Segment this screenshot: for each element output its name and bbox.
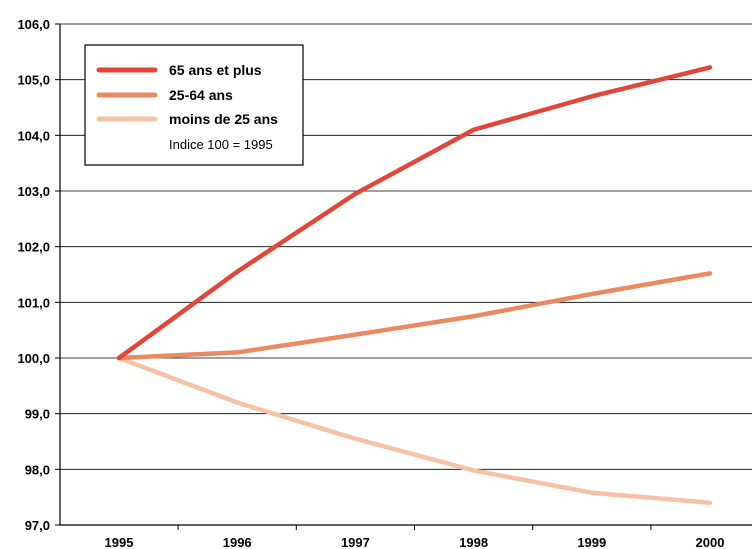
y-tick-label: 97,0 — [25, 518, 50, 533]
series-line-25-64-ans — [116, 271, 713, 361]
y-tick-label: 100,0 — [17, 351, 50, 366]
axes — [55, 23, 752, 530]
y-tick-label: 105,0 — [17, 73, 50, 88]
x-tick-label: 2000 — [696, 535, 725, 549]
y-tick-label: 106,0 — [17, 17, 50, 32]
y-tick-label: 101,0 — [17, 295, 50, 310]
x-tick-label: 1995 — [105, 535, 134, 549]
legend-label-moins-de-25-ans: moins de 25 ans — [169, 111, 278, 127]
y-axis-tick-labels: 97,0 98,0 99,0 100,0 101,0 102,0 103,0 104,0 105… — [17, 17, 50, 533]
legend-box — [84, 44, 304, 166]
x-tick-label: 1996 — [223, 535, 252, 549]
legend-note: Indice 100 = 1995 — [169, 137, 273, 152]
y-tick-label: 98,0 — [25, 462, 50, 477]
y-tick-label: 103,0 — [17, 184, 50, 199]
y-tick-label: 102,0 — [17, 240, 50, 255]
y-tick-label: 104,0 — [17, 128, 50, 143]
x-tick-label: 1997 — [341, 535, 370, 549]
series-line-moins-de-25-ans — [116, 355, 713, 505]
series-lines — [116, 65, 713, 505]
legend-label-25-64-ans: 25-64 ans — [169, 87, 233, 103]
x-tick-label: 1999 — [577, 535, 606, 549]
legend-label-65-ans-et-plus: 65 ans et plus — [169, 62, 262, 78]
x-axis-tick-labels: 1995 1996 1997 1998 1999 2000 — [105, 535, 725, 549]
series-line-65-ans-et-plus — [116, 65, 713, 361]
y-tick-label: 99,0 — [25, 407, 50, 422]
legend: 65 ans et plus 25-64 ans moins de 25 ans… — [84, 44, 304, 166]
x-tick-label: 1998 — [459, 535, 488, 549]
